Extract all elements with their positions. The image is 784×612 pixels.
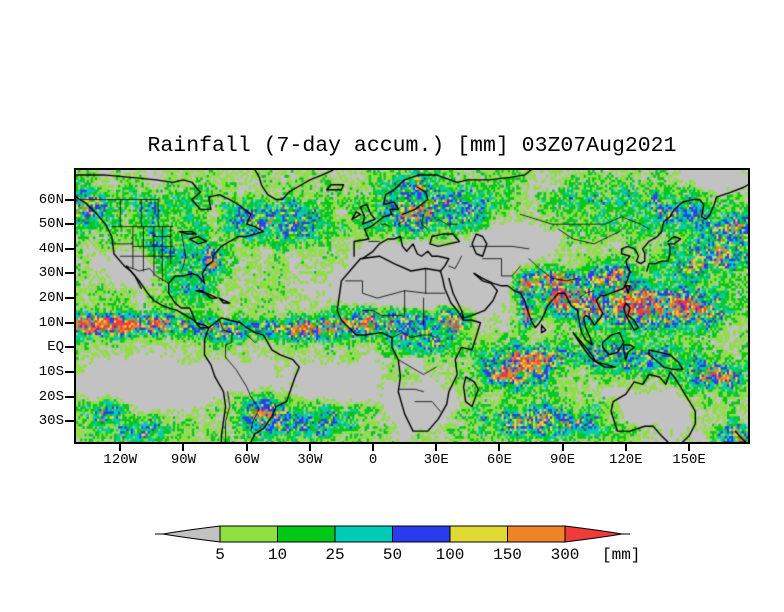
y-axis-tick bbox=[65, 420, 74, 423]
y-axis-label: 20N bbox=[38, 290, 64, 307]
legend-level-label: 10 bbox=[268, 546, 287, 564]
legend-level-label: 5 bbox=[215, 546, 225, 564]
legend-level-label: 25 bbox=[325, 546, 344, 564]
y-axis-label: 30S bbox=[38, 413, 64, 430]
legend-segment bbox=[449, 525, 508, 543]
x-axis-label: 60E bbox=[486, 452, 513, 468]
y-axis-tick bbox=[65, 395, 74, 398]
x-axis-tick bbox=[245, 444, 248, 451]
x-axis-label: 150E bbox=[672, 452, 706, 468]
x-axis-tick bbox=[182, 444, 185, 451]
legend-segment bbox=[392, 525, 451, 543]
y-axis-tick bbox=[65, 297, 74, 300]
x-axis-tick bbox=[119, 444, 122, 451]
y-axis-tick bbox=[65, 198, 74, 201]
x-axis-label: 90E bbox=[550, 452, 576, 468]
world-rainfall-map-canvas bbox=[76, 170, 748, 442]
legend-units-label: [mm] bbox=[602, 546, 640, 564]
legend-level-label: 300 bbox=[551, 546, 580, 564]
x-axis-tick bbox=[435, 444, 438, 451]
legend-segment bbox=[334, 525, 393, 543]
y-axis-label: 40N bbox=[38, 240, 64, 257]
y-axis-label: EQ bbox=[47, 339, 64, 356]
legend-segment bbox=[277, 525, 336, 543]
y-axis-tick bbox=[65, 371, 74, 374]
x-axis-label: 30E bbox=[423, 452, 449, 468]
x-axis-tick bbox=[498, 444, 501, 451]
y-axis-tick bbox=[65, 223, 74, 226]
legend-segment bbox=[219, 525, 278, 543]
x-axis-label: 120E bbox=[609, 452, 643, 468]
legend-segment bbox=[507, 525, 566, 543]
color-legend: 5 10 25 50 100 150 300 [mm] bbox=[155, 525, 640, 564]
x-axis-label: 0 bbox=[368, 452, 378, 468]
y-axis-tick bbox=[65, 346, 74, 349]
legend-level-label: 50 bbox=[383, 546, 402, 564]
x-axis-tick bbox=[624, 444, 627, 451]
x-axis-tick bbox=[561, 444, 564, 451]
chart-title: Rainfall (7-day accum.) [mm] 03Z07Aug202… bbox=[147, 134, 677, 158]
x-axis-label: 30W bbox=[297, 452, 323, 468]
legend-level-label: 150 bbox=[493, 546, 522, 564]
map-frame bbox=[74, 168, 750, 444]
y-axis-label: 60N bbox=[38, 191, 64, 208]
y-axis-label: 50N bbox=[38, 216, 64, 233]
x-axis-tick bbox=[688, 444, 691, 451]
x-axis-label: 90W bbox=[170, 452, 197, 468]
y-axis-tick bbox=[65, 272, 74, 275]
x-axis-label: 120W bbox=[103, 452, 138, 468]
y-axis-tick bbox=[65, 321, 74, 324]
y-axis-label: 30N bbox=[38, 265, 64, 282]
y-axis-tick bbox=[65, 247, 74, 250]
y-axis-label: 10N bbox=[38, 314, 64, 331]
legend-below-arrow bbox=[162, 525, 221, 543]
x-axis-label: 60W bbox=[234, 452, 260, 468]
y-axis-label: 10S bbox=[38, 364, 64, 381]
legend-above-arrow bbox=[564, 525, 623, 543]
x-axis-tick bbox=[372, 444, 375, 451]
x-axis-tick bbox=[308, 444, 311, 451]
legend-level-label: 100 bbox=[436, 546, 465, 564]
y-axis-label: 20S bbox=[38, 388, 64, 405]
